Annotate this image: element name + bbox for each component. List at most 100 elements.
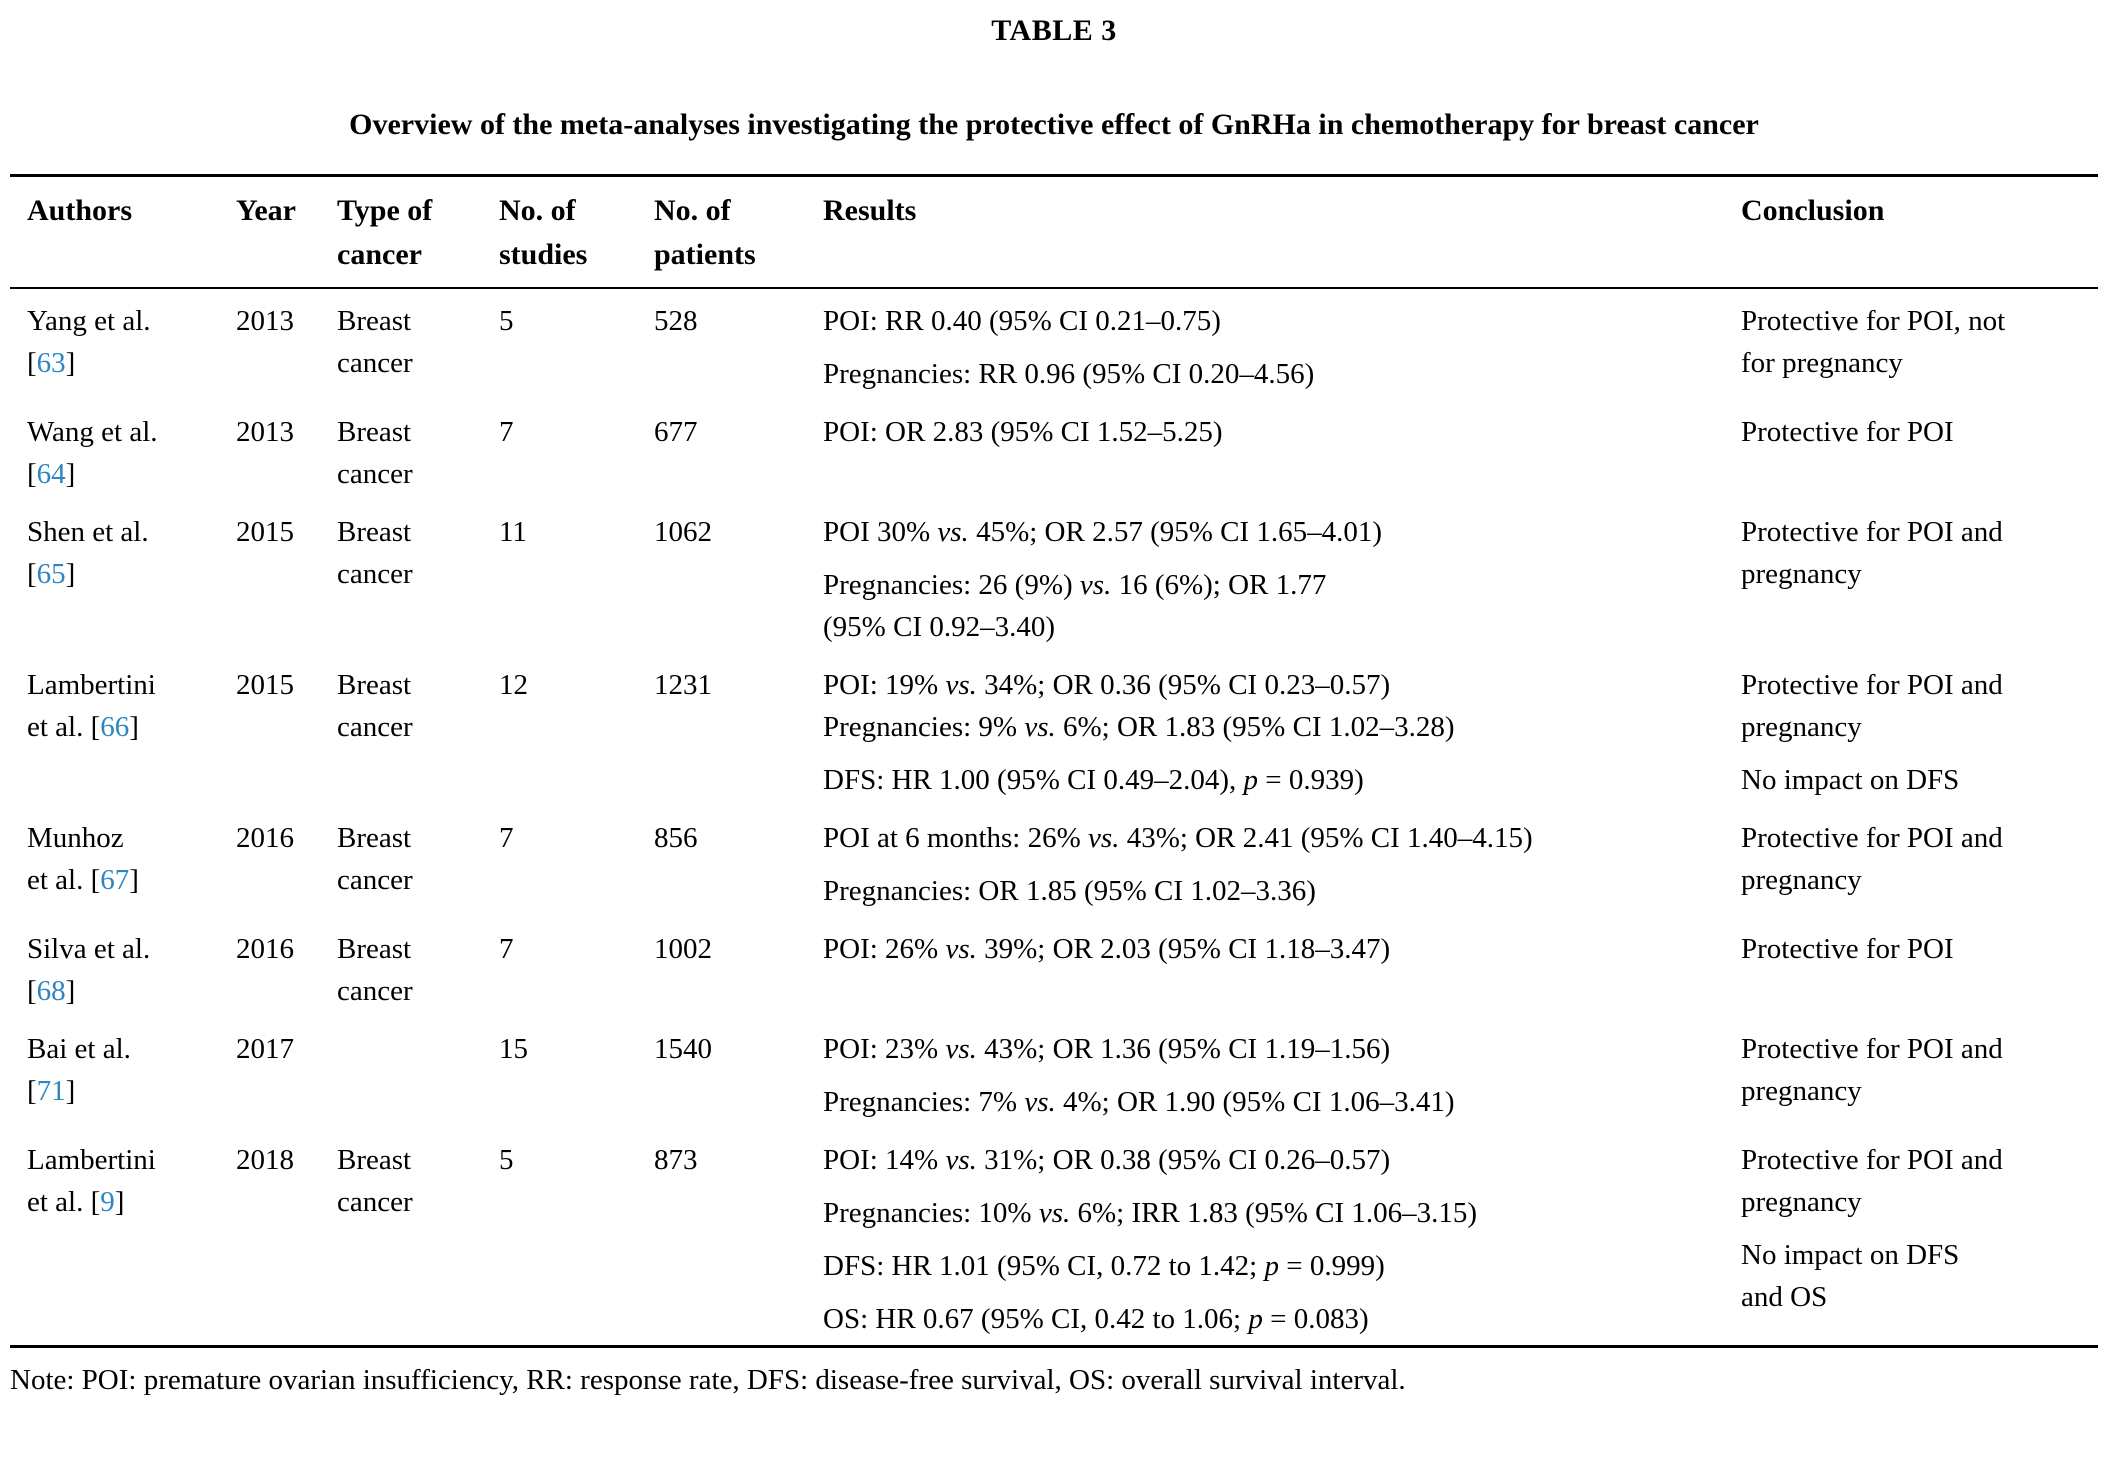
italic-text: p (1264, 1250, 1279, 1282)
italic-text: vs. (1024, 711, 1056, 743)
author-line: Munhoz (27, 817, 222, 859)
table-note: Note: POI: premature ovarian insufficien… (10, 1364, 1406, 1396)
conclusion-line: Protective for POI and (1741, 669, 2003, 701)
conclusion-cell: Protective for POI, not for pregnancy (1741, 300, 2098, 395)
text-segment: POI 30% (823, 516, 938, 548)
reference-link[interactable]: 65 (36, 558, 66, 590)
text-segment: 45%; OR 2.57 (95% CI 1.65–4.01) (968, 516, 1383, 548)
conclusion-line: pregnancy (1741, 864, 1862, 896)
result-line: POI: 19% vs. 34%; OR 0.36 (95% CI 0.23–0… (823, 664, 1727, 748)
author-line: Bai et al. (27, 1028, 222, 1070)
authors-cell: Silva et al. [68] (27, 928, 236, 1012)
studies-count-cell: 5 (499, 1144, 514, 1176)
result-subline: POI 30% vs. 45%; OR 2.57 (95% CI 1.65–4.… (823, 511, 1727, 553)
cancer-type-line: cancer (337, 1186, 413, 1218)
cancer-type-line: Breast (337, 416, 412, 448)
table-row: Silva et al. [68] 2016 Breast cancer 7 1002 POI… (10, 917, 2098, 1017)
patients-count-cell: 1231 (654, 669, 712, 701)
conclusion-line: Protective for POI and (1741, 1144, 2003, 1176)
cancer-type-cell: Breast cancer (337, 664, 499, 801)
page: TABLE 3 Overview of the meta-analyses in… (10, 14, 2098, 1396)
conclusion-text: Protective for POI and pregnancy (1741, 1139, 2084, 1223)
studies-count-cell: 11 (499, 516, 527, 548)
text-segment: DFS: HR 1.00 (95% CI 0.49–2.04), (823, 764, 1244, 796)
author-line: et al. [66] (27, 706, 222, 748)
reference-link[interactable]: 9 (100, 1186, 115, 1218)
author-line: Silva et al. (27, 928, 222, 970)
authors-cell: Lambertini et al. [66] (27, 664, 236, 801)
column-header-line: patients (654, 238, 756, 271)
text-segment: et al. [ (27, 1186, 101, 1218)
table-label: TABLE 3 (991, 14, 1117, 47)
conclusion-line: Protective for POI (1741, 933, 1954, 965)
text-segment: 43%; OR 2.41 (95% CI 1.40–4.15) (1119, 822, 1533, 854)
cancer-type-line: Breast (337, 516, 412, 548)
cancer-type-cell: Breast cancer (337, 511, 499, 648)
text-segment: = 0.999) (1278, 1250, 1385, 1282)
italic-text: vs. (937, 516, 969, 548)
results-cell: POI at 6 months: 26% vs. 43%; OR 2.41 (9… (823, 817, 1741, 912)
italic-text: vs. (945, 669, 977, 701)
results-cell: POI: 19% vs. 34%; OR 0.36 (95% CI 0.23–0… (823, 664, 1741, 801)
conclusion-text: Protective for POI and pregnancy (1741, 511, 2084, 595)
conclusion-line: Protective for POI, not (1741, 305, 2006, 337)
text-segment: Pregnancies: 10% (823, 1197, 1039, 1229)
conclusion-line: and OS (1741, 1281, 1828, 1313)
cancer-type-line: cancer (337, 458, 413, 490)
cancer-type-line: cancer (337, 711, 413, 743)
text-segment: Pregnancies: OR 1.85 (95% CI 1.02–3.36) (823, 875, 1316, 907)
result-subline: Pregnancies: OR 1.85 (95% CI 1.02–3.36) (823, 870, 1727, 912)
result-subline: Pregnancies: 9% vs. 6%; OR 1.83 (95% CI … (823, 706, 1727, 748)
author-line: et al. [9] (27, 1181, 222, 1223)
authors-cell: Munhoz et al. [67] (27, 817, 236, 912)
results-cell: POI: 14% vs. 31%; OR 0.38 (95% CI 0.26–0… (823, 1139, 1741, 1340)
column-header-conclusion: Conclusion (1741, 189, 2098, 277)
result-subline: Pregnancies: 7% vs. 4%; OR 1.90 (95% CI … (823, 1081, 1727, 1123)
cancer-type-cell (337, 1028, 499, 1123)
cancer-type-cell: Breast cancer (337, 817, 499, 912)
cancer-type-cell: Breast cancer (337, 300, 499, 395)
result-line: POI: OR 2.83 (95% CI 1.52–5.25) (823, 411, 1727, 453)
result-subline: DFS: HR 1.00 (95% CI 0.49–2.04), p = 0.9… (823, 759, 1727, 801)
text-segment: [ (27, 975, 37, 1007)
reference-link[interactable]: 71 (36, 1075, 66, 1107)
text-segment: Yang et al. (27, 305, 151, 337)
result-line: Pregnancies: 26 (9%) vs. 16 (6%); OR 1.7… (823, 564, 1727, 648)
reference-link[interactable]: 68 (36, 975, 66, 1007)
author-line: et al. [67] (27, 859, 222, 901)
authors-cell: Yang et al. [63] (27, 300, 236, 395)
result-subline: POI at 6 months: 26% vs. 43%; OR 2.41 (9… (823, 817, 1727, 859)
column-header-type-of-cancer: Type of cancer (337, 189, 499, 277)
text-segment: = 0.939) (1258, 764, 1364, 796)
author-line: Lambertini (27, 1139, 222, 1181)
reference-link[interactable]: 63 (36, 347, 66, 379)
text-segment: ] (65, 558, 76, 590)
conclusion-line: pregnancy (1741, 1075, 1862, 1107)
text-segment: 31%; OR 0.38 (95% CI 0.26–0.57) (976, 1144, 1391, 1176)
text-segment: [ (27, 1075, 37, 1107)
table-body: Yang et al. [63] 2013 Breast cancer 5 528 POI: … (10, 289, 2098, 1345)
text-segment: Shen et al. (27, 516, 149, 548)
reference-link[interactable]: 66 (100, 711, 130, 743)
conclusion-cell: Protective for POI (1741, 411, 2098, 495)
result-line: Pregnancies: OR 1.85 (95% CI 1.02–3.36) (823, 870, 1727, 912)
year-cell: 2017 (236, 1033, 294, 1065)
text-segment: 4%; OR 1.90 (95% CI 1.06–3.41) (1055, 1086, 1455, 1118)
text-segment: ] (65, 1075, 76, 1107)
reference-link[interactable]: 64 (36, 458, 66, 490)
text-segment: 43%; OR 1.36 (95% CI 1.19–1.56) (976, 1033, 1391, 1065)
result-subline: DFS: HR 1.01 (95% CI, 0.72 to 1.42; p = … (823, 1245, 1727, 1287)
cancer-type-cell: Breast cancer (337, 1139, 499, 1340)
studies-count-cell: 15 (499, 1033, 528, 1065)
studies-count-cell: 12 (499, 669, 528, 701)
conclusion-text: Protective for POI, not for pregnancy (1741, 300, 2084, 384)
cancer-type-line: cancer (337, 864, 413, 896)
conclusion-text: Protective for POI and pregnancy (1741, 817, 2084, 901)
column-header-line: No. of (654, 194, 731, 227)
conclusion-cell: Protective for POI and pregnancy (1741, 817, 2098, 912)
cancer-type-line: cancer (337, 975, 413, 1007)
text-segment: POI: 14% (823, 1144, 946, 1176)
reference-link[interactable]: 67 (100, 864, 130, 896)
result-line: DFS: HR 1.00 (95% CI 0.49–2.04), p = 0.9… (823, 759, 1727, 801)
column-header-line: studies (499, 238, 588, 271)
